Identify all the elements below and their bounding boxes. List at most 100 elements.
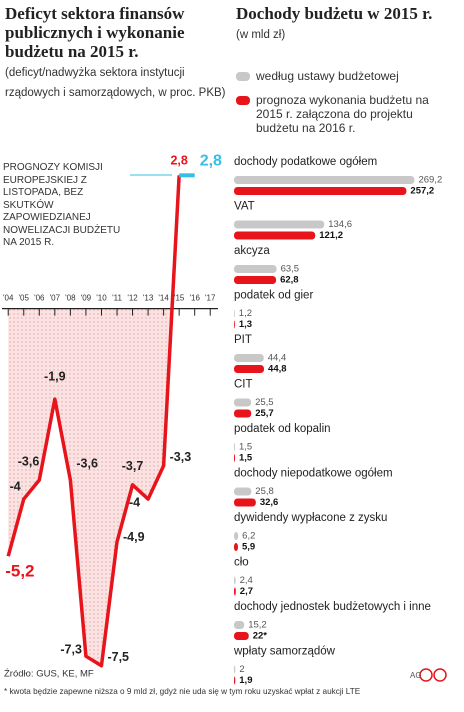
x-tick-label: '05 [19, 294, 30, 303]
x-tick-label: '17 [205, 294, 216, 303]
bar [234, 398, 252, 407]
chart-subtitle: (deficyt/nadwyżka sektora instytucji rzą… [5, 67, 226, 99]
category-label: VAT [234, 201, 255, 213]
value-label: -3,6 [18, 454, 40, 468]
bar [234, 632, 249, 640]
left-title-block: Deficyt sektora finansów publicznych i w… [5, 4, 227, 101]
value-label: -1,9 [44, 369, 66, 383]
bar [234, 576, 236, 585]
category-label: PIT [234, 334, 252, 346]
author: AG [410, 671, 422, 680]
x-tick-label: '09 [81, 294, 92, 303]
value-label: 134,6 [328, 219, 352, 230]
forecast-label: 2,8 [200, 153, 222, 170]
value-label: 44,4 [268, 353, 287, 364]
x-tick-label: '08 [65, 294, 76, 303]
category-label: dochody niepodatkowe ogółem [234, 468, 393, 480]
category-label: dywidendy wypłacone z zysku [234, 512, 387, 524]
chart-title: Dochody budżetu w 2015 r. [236, 4, 433, 23]
area [8, 308, 173, 666]
x-tick-label: '07 [50, 294, 61, 303]
line [6, 175, 181, 668]
value-label: 32,6 [260, 497, 279, 508]
bar [234, 587, 236, 596]
value-label: -7,5 [107, 650, 129, 664]
bar [234, 265, 277, 273]
value-label: -4,9 [123, 530, 145, 544]
category-label: cło [234, 557, 249, 569]
bar [234, 409, 252, 418]
x-tick-label: '12 [127, 294, 138, 303]
logo [433, 668, 447, 682]
bar [234, 220, 325, 229]
value-label: 1,3 [239, 319, 252, 330]
bar [234, 454, 236, 462]
category-label: podatek od gier [234, 290, 313, 302]
value-label: 2 [239, 664, 244, 675]
legend-label: według ustawy budżetowej [256, 69, 399, 83]
value-label: -3,3 [170, 450, 192, 464]
bar [234, 676, 236, 685]
value-label: 15,2 [248, 620, 267, 631]
value-label: 22* [253, 631, 268, 642]
bar [234, 231, 316, 240]
value-label: -3,7 [122, 459, 144, 473]
value-label: 1,5 [239, 442, 252, 453]
x-tick-label: '13 [143, 294, 154, 303]
x-tick-label: '06 [34, 294, 45, 303]
value-label: -3,6 [76, 456, 98, 470]
bar [234, 320, 235, 329]
logo [419, 668, 433, 682]
bar [234, 365, 265, 373]
bar [234, 443, 236, 451]
bar [234, 354, 264, 362]
value-label: 6,2 [242, 531, 255, 542]
category-label: akcyza [234, 245, 270, 257]
source: Źródło: GUS, KE, MF [4, 669, 94, 680]
footnote: * kwota będzie zapewne niższa o 9 mld zł… [4, 687, 361, 696]
chart-title: Deficyt sektora finansów publicznych i w… [5, 4, 185, 61]
x-tick-label: '11 [112, 294, 122, 303]
category-label: CIT [234, 379, 253, 391]
value-label: -4 [10, 479, 21, 493]
bar [234, 665, 236, 674]
x-tick-label: '16 [189, 294, 200, 303]
bar [234, 176, 415, 184]
x-tick-label: '14 [158, 294, 169, 303]
bar [234, 487, 252, 496]
x-tick-label: '04 [3, 294, 14, 303]
value-label: 269,2 [418, 175, 442, 186]
category-label: podatek od kopalin [234, 423, 331, 435]
x-tick-label: '10 [96, 294, 107, 303]
value-label: -4 [129, 495, 140, 509]
value-label: 25,7 [255, 408, 274, 419]
value-label: 25,5 [255, 397, 274, 408]
value-label: 25,8 [255, 486, 274, 497]
right-title-block: Dochody budżetu w 2015 r. (w mld zł) [236, 4, 436, 43]
value-label: 62,8 [280, 275, 299, 286]
legend-swatch [236, 96, 250, 105]
bar [234, 543, 238, 551]
category-label: wpłaty samorządów [233, 646, 336, 658]
value-label: -7,3 [60, 642, 82, 656]
bar [234, 532, 239, 540]
value-label: 2,4 [240, 575, 253, 586]
value-label: 121,2 [319, 230, 343, 241]
bar [234, 498, 256, 507]
value-label: 257,2 [410, 186, 434, 197]
category-label: dochody jednostek budżetowych i inne [234, 601, 431, 613]
value-label: -5,2 [5, 562, 34, 581]
chart-subtitle: (w mld zł) [236, 29, 286, 41]
bar [234, 621, 245, 629]
value-label: 44,8 [268, 364, 287, 375]
category-label: dochody podatkowe ogółem [234, 156, 377, 168]
legend-swatch [236, 72, 250, 81]
value-label: 1,9 [239, 675, 252, 686]
legend-label: prognoza wykonania budżetu na 2015 r. za… [256, 93, 429, 135]
value-label: 1,2 [239, 308, 252, 319]
value-label: 2,8 [170, 154, 187, 168]
value-label: 1,5 [239, 453, 253, 464]
bar [234, 276, 277, 284]
